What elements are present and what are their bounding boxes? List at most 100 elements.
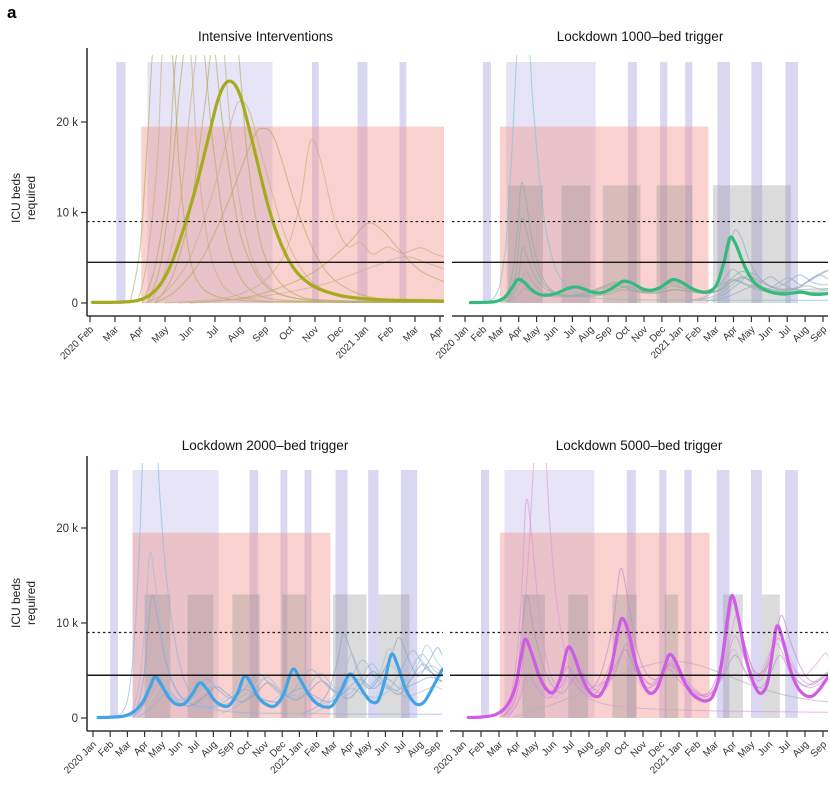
x-tick-label: Nov (251, 739, 271, 759)
x-tick-label: Jul (776, 739, 793, 756)
x-tick-label: Aug (199, 739, 219, 759)
x-tick-label: May (522, 324, 543, 345)
x-tick-label: Aug (791, 324, 811, 344)
x-tick-label: Apr (506, 324, 525, 343)
ensemble-run-curve (164, 138, 444, 304)
ensemble-run-curve (129, 55, 444, 304)
holiday-band (785, 62, 798, 303)
x-tick-label: Jun (756, 324, 775, 343)
simulation-curves (468, 55, 828, 305)
holiday-band (400, 470, 418, 718)
x-tick-label: Mar (701, 739, 721, 759)
panel-title-lockdown-5000: Lockdown 5000–bed trigger (555, 438, 723, 453)
panel-intensive-interventions-chart: 2020 Feb Mar Apr May Jun Jul Aug Sep Oct Nov Dec20… (56, 48, 447, 362)
y-tick-label: 0 (72, 298, 78, 310)
holiday-band (716, 470, 730, 718)
x-tick-label: Sep (251, 324, 272, 345)
x-tick-label: Jun (372, 739, 391, 758)
panel-title-lockdown-1000: Lockdown 1000–bed trigger (556, 29, 724, 44)
ensemble-run-curve (711, 274, 828, 302)
x-axis: 2020 Feb Mar Apr May Jun Jul Aug Sep Oct Nov Dec20… (58, 315, 447, 362)
x-tick-label: Mar (320, 739, 340, 759)
holiday-band (684, 470, 692, 718)
ensemble-run-curve (311, 644, 443, 715)
x-tick-label: Mar (485, 739, 505, 759)
x-tick-label: Mar (114, 739, 134, 759)
x-tick-label: Nov (629, 739, 649, 759)
y-tick-label: 20 k (56, 523, 78, 535)
x-tick-label: May (520, 739, 541, 760)
ensemble-run-curve (141, 55, 444, 304)
holiday-band (249, 470, 259, 718)
x-tick-label: Feb (469, 324, 489, 344)
x-tick-label: 2020 Feb (58, 324, 96, 362)
x-tick-label: Feb (303, 739, 323, 759)
x-tick-label: Apr (127, 324, 146, 343)
x-tick-label: Oct (613, 324, 632, 343)
x-tick-label: Sep (809, 324, 830, 345)
ensemble-run-curve (487, 55, 828, 303)
x-tick-label: Aug (791, 739, 811, 759)
holiday-band (116, 62, 126, 303)
x-tick-label: Apr (720, 739, 739, 758)
holiday-band (110, 470, 118, 718)
x-tick-label: Aug (575, 739, 595, 759)
holiday-band (304, 470, 312, 718)
holiday-band (660, 62, 668, 303)
x-tick-label: Feb (96, 739, 116, 759)
x-tick-label: Feb (467, 739, 487, 759)
x-tick-label: May (353, 739, 374, 760)
x-tick-label: Mar (702, 324, 722, 344)
holiday-band (626, 470, 636, 718)
x-tick-label: Nov (630, 324, 650, 344)
holiday-band (659, 470, 667, 718)
holiday-band (685, 62, 693, 303)
x-tick-label: Oct (235, 739, 254, 758)
x-tick-label: Sep (216, 739, 237, 760)
lockdown-rect (144, 594, 171, 718)
x-tick-label: May (736, 324, 757, 345)
x-tick-label: Jun (756, 739, 775, 758)
holiday-band (280, 470, 288, 718)
x-tick-label: Jun (166, 739, 185, 758)
x-tick-label: Feb (684, 324, 704, 344)
x-tick-label: May (150, 324, 171, 345)
x-tick-label: Oct (277, 324, 296, 343)
y-axis: 0 10 k 20 k (56, 456, 88, 731)
x-tick-label: May (736, 739, 757, 760)
median-projection-curve (90, 79, 444, 304)
x-tick-label: Nov (301, 324, 321, 344)
holiday-band (627, 62, 637, 303)
x-tick-label: Sep (809, 739, 830, 760)
simulation-curves (96, 463, 443, 720)
x-tick-label: 2020 Jan (62, 739, 99, 776)
ensemble-run-curve (513, 660, 828, 718)
ensemble-run-curve (116, 463, 443, 718)
x-tick-label: Jul (204, 324, 221, 341)
y-tick-label: 10 k (56, 208, 78, 220)
x-tick-label: Apr (721, 324, 740, 343)
x-tick-label: Sep (593, 739, 614, 760)
median-projection-curve (466, 593, 828, 720)
holiday-band (312, 62, 319, 303)
x-tick-label: Feb (683, 739, 703, 759)
figure-panel-label: a (7, 3, 17, 22)
x-tick-label: May (147, 739, 168, 760)
x-tick-label: Sep (594, 324, 615, 345)
ensemble-run-curve (503, 463, 828, 718)
x-tick-label: Jul (562, 324, 579, 341)
x-tick-label: Jul (560, 739, 577, 756)
median-projection-curve (468, 235, 828, 305)
intervention-period-region (499, 126, 709, 304)
holiday-band (751, 470, 762, 718)
x-tick-label: Jun (541, 324, 560, 343)
x-tick-label: Oct (612, 739, 631, 758)
x-tick-label: Jul (776, 324, 793, 341)
holiday-band (368, 470, 379, 718)
ensemble-run-curve (706, 272, 828, 302)
x-tick-label: Dec (326, 324, 346, 344)
